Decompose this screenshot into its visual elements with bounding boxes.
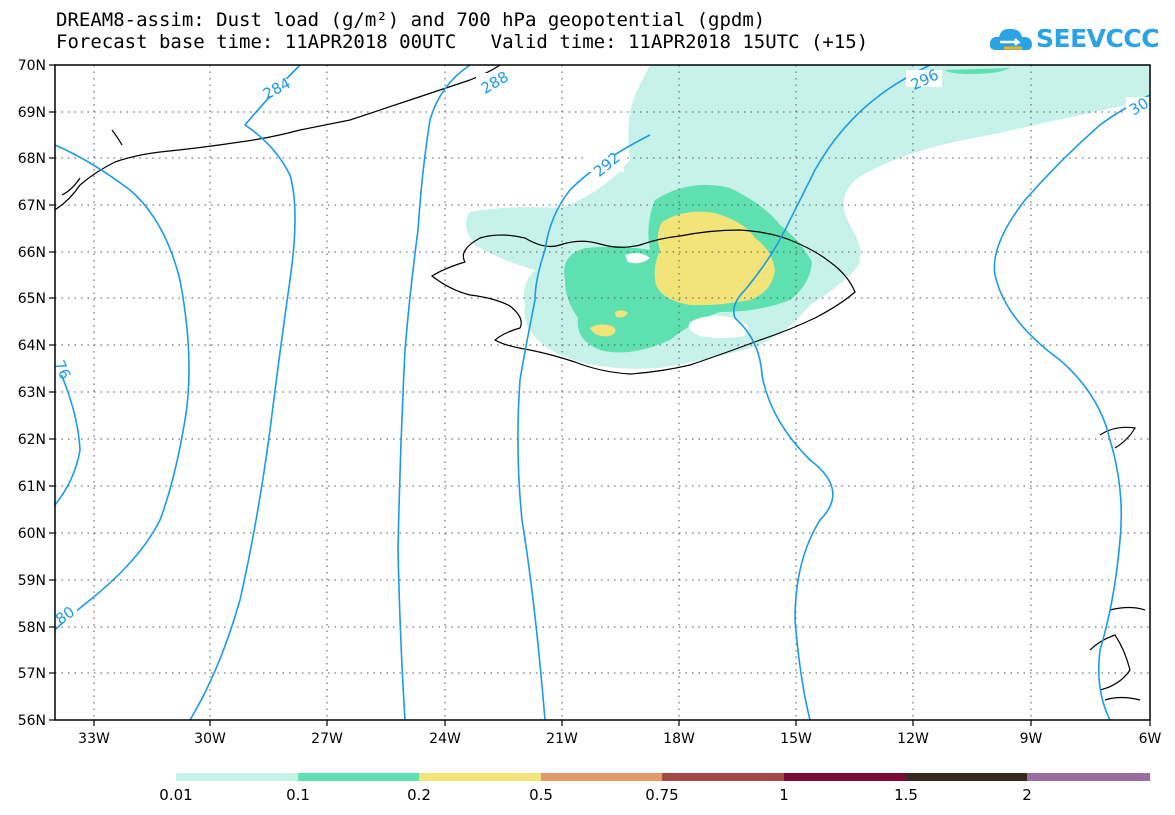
lon-label: 6W xyxy=(1139,731,1162,747)
dust-region-mid-2 xyxy=(590,324,616,337)
lon-label: 27W xyxy=(311,731,343,747)
colorbar-swatch xyxy=(176,773,298,781)
lat-label: 59N xyxy=(18,573,46,589)
lat-label: 65N xyxy=(18,291,46,307)
colorbar-label: 0.1 xyxy=(286,786,310,804)
lon-label: 12W xyxy=(897,731,929,747)
cloud-logo-icon xyxy=(989,28,1032,51)
colorbar-swatch xyxy=(662,773,784,781)
seevccc-logo: SEEVCCC xyxy=(988,20,1170,60)
colorbar-label: 0.2 xyxy=(407,786,431,804)
colorbar-swatch xyxy=(784,773,906,781)
lat-label: 61N xyxy=(18,479,46,495)
lat-label: 56N xyxy=(18,713,46,729)
colorbar-swatch xyxy=(298,773,419,781)
dust-free-patch xyxy=(688,315,749,338)
lat-label: 69N xyxy=(18,105,46,121)
colorbar-label: 0.01 xyxy=(159,786,192,804)
colorbar-swatch xyxy=(419,773,541,781)
lon-label: 21W xyxy=(546,731,578,747)
coastlines xyxy=(55,65,1146,701)
colorbar: 0.01 0.1 0.2 0.5 0.75 1 1.5 2 xyxy=(159,773,1150,804)
dust-region-top xyxy=(945,68,1010,74)
iceland-coast xyxy=(430,229,856,375)
dust-free-patch-2 xyxy=(625,253,650,264)
scotland-coast xyxy=(1089,426,1146,701)
map-title: DREAM8-assim: Dust load (g/m²) and 700 h… xyxy=(56,9,766,31)
lon-label: 33W xyxy=(78,731,110,747)
colorbar-label: 1 xyxy=(779,786,789,804)
logo-text: SEEVCCC xyxy=(1036,24,1160,53)
lat-label: 57N xyxy=(18,666,46,682)
lon-label: 24W xyxy=(429,731,461,747)
lon-label: 15W xyxy=(780,731,812,747)
lat-label: 70N xyxy=(18,58,46,74)
contour-label-30: 30 xyxy=(1126,94,1152,119)
lon-label: 18W xyxy=(663,731,695,747)
colorbar-label: 0.75 xyxy=(645,786,678,804)
contour-label-288: 288 xyxy=(478,68,512,98)
geopotential-contours xyxy=(55,65,1150,720)
lat-label: 64N xyxy=(18,338,46,354)
lat-label: 66N xyxy=(18,245,46,261)
colorbar-swatch xyxy=(541,773,662,781)
dust-patch-small xyxy=(615,310,628,318)
dust-region-lowest xyxy=(466,65,1150,369)
lat-label: 58N xyxy=(18,620,46,636)
contour-label-284: 284 xyxy=(260,74,294,103)
lat-label: 67N xyxy=(18,198,46,214)
colorbar-swatch xyxy=(1027,773,1150,781)
lat-label: 68N xyxy=(18,151,46,167)
contour-label-76: 76 xyxy=(50,357,74,382)
lon-label: 9W xyxy=(1020,731,1043,747)
lat-label: 60N xyxy=(18,526,46,542)
lat-label: 63N xyxy=(18,385,46,401)
lat-label: 62N xyxy=(18,432,46,448)
forecast-times: Forecast base time: 11APR2018 00UTC Vali… xyxy=(56,31,869,53)
colorbar-label: 0.5 xyxy=(529,786,553,804)
lat-lon-grid xyxy=(55,65,1150,720)
lon-label: 30W xyxy=(194,731,226,747)
axis-ticks xyxy=(49,64,1151,726)
colorbar-label: 2 xyxy=(1022,786,1032,804)
map-area: 284 288 292 296 30 76 80 xyxy=(50,65,1152,720)
colorbar-swatch xyxy=(906,773,1027,781)
colorbar-label: 1.5 xyxy=(894,786,918,804)
